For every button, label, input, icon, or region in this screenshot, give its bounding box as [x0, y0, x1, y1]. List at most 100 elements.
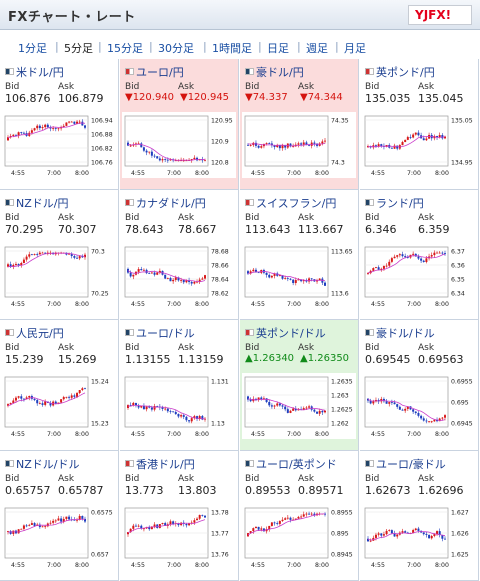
moving-average-line	[247, 398, 326, 411]
rate-cell[interactable]: NZドル/ドル Bid Ask 0.65757 0.65787 0.6575 0.657 4:…	[0, 450, 119, 581]
candle-body	[185, 523, 188, 525]
rate-cell[interactable]: 米ドル/円 Bid Ask 106.876 106.879 106.94 106.88 106…	[0, 59, 119, 190]
bid-label: Bid	[365, 473, 380, 484]
y-tick-label: 106.88	[91, 132, 113, 139]
mini-chart[interactable]: 113.65 113.6 4:55 7:00 8:00	[242, 242, 356, 309]
mini-chart[interactable]: 135.05 134.95 4:55 7:00 8:00	[362, 112, 476, 178]
tab-3[interactable]: 30分足	[158, 42, 194, 55]
x-tick-label: 7:00	[47, 301, 61, 308]
rate-cell[interactable]: NZドル/円 Bid Ask 70.295 70.307 70.3 70.25 4:55 7:0…	[0, 189, 119, 320]
candle-body	[249, 270, 252, 274]
mini-chart[interactable]: 1.627 1.626 1.625 4:55 7:00 8:00	[362, 503, 476, 570]
candle-body	[369, 400, 372, 404]
mini-chart[interactable]: 106.94 106.88 106.82 106.76 4:55 7:00 8:00	[2, 112, 116, 178]
rate-cell[interactable]: 香港ドル/円 Bid Ask 13.773 13.803 13.78 13.77 13.76 4…	[120, 450, 239, 581]
candle-body	[268, 401, 271, 406]
candle-body	[12, 264, 15, 267]
timeframe-tabs: 1分足 | 5分足 | 15分足 | 30分足 | 1時間足 | 日足 | 週足 | 月足	[0, 36, 480, 56]
mini-chart[interactable]: 70.3 70.25 4:55 7:00 8:00	[2, 242, 116, 309]
mini-chart[interactable]: 74.35 74.3 4:55 7:00 8:00	[242, 112, 356, 178]
candle-body	[7, 530, 9, 532]
candle-body	[300, 516, 303, 517]
mini-chart[interactable]: 1.131 1.13 4:55 7:00 8:00	[122, 373, 236, 439]
mini-chart[interactable]: 13.78 13.77 13.76 4:55 7:00 8:00	[122, 503, 236, 570]
candle-body	[41, 403, 44, 405]
y-tick-label: 0.657	[91, 551, 109, 558]
tab-1[interactable]: 5分足	[64, 42, 93, 55]
pair-name[interactable]: 英ポンド/円	[365, 64, 435, 80]
pair-name[interactable]: スイスフラン/円	[245, 195, 336, 211]
pair-name[interactable]: ユーロ/円	[125, 64, 184, 80]
mini-chart[interactable]: 0.8955 0.895 0.8945 4:55 7:00 8:00	[242, 503, 356, 570]
candle-body	[302, 279, 305, 281]
candle-body	[417, 528, 420, 531]
candle-body	[401, 253, 404, 256]
mini-chart[interactable]: 0.6955 0.695 0.6945 4:55 7:00 8:00	[362, 373, 476, 439]
rate-cell[interactable]: 英ポンド/ドル Bid Ask ▲1.26340 ▲1.26350 1.2635 1.263…	[240, 320, 359, 451]
pair-name[interactable]: NZドル/ドル	[5, 456, 79, 472]
candle-body	[316, 143, 319, 146]
pair-name[interactable]: 米ドル/円	[5, 64, 64, 80]
rate-cell[interactable]: 豪ドル/ドル Bid Ask 0.69545 0.69563 0.6955 0.695 0.6…	[360, 320, 479, 451]
mini-chart[interactable]: 15.24 15.23 4:55 7:00 8:00	[2, 373, 116, 439]
tab-4[interactable]: 1時間足	[212, 42, 252, 55]
pair-name[interactable]: 香港ドル/円	[125, 456, 195, 472]
candle-body	[54, 519, 57, 521]
pair-name[interactable]: NZドル/円	[5, 195, 68, 211]
candle-body	[44, 252, 47, 254]
pair-name[interactable]: ユーロ/ドル	[125, 325, 195, 341]
ask-label: Ask	[298, 473, 315, 484]
pair-name[interactable]: カナダドル/円	[125, 195, 206, 211]
candle-body	[249, 399, 252, 402]
mini-chart[interactable]: 1.2635 1.263 1.2625 1.262 4:55 7:00 8:00	[242, 373, 356, 439]
pair-name[interactable]: ユーロ/豪ドル	[365, 456, 446, 472]
candle-body	[137, 405, 140, 408]
rate-cell[interactable]: 豪ドル/円 Bid Ask ▼74.337 ▼74.344 74.35 74.3 4:55 7:…	[240, 59, 359, 190]
yjfx-logo[interactable]: YJFX!	[408, 5, 472, 25]
mini-chart[interactable]: 78.68 78.66 78.64 78.62 4:55 7:00 8:00	[122, 242, 236, 309]
rate-cell[interactable]: ユーロ/豪ドル Bid Ask 1.62673 1.62696 1.627 1.626 1.6…	[360, 450, 479, 581]
rate-cell[interactable]: ユーロ/英ポンド Bid Ask 0.89553 0.89571 0.8955 0.895 0…	[240, 450, 359, 581]
pair-name[interactable]: ユーロ/英ポンド	[245, 456, 337, 472]
rate-cell[interactable]: 英ポンド/円 Bid Ask 135.035 135.045 135.05 134.95 4:…	[360, 59, 479, 190]
chart-svg: 0.6575 0.657 4:55 7:00 8:00	[2, 503, 116, 570]
rate-cell[interactable]: 人民元/円 Bid Ask 15.239 15.269 15.24 15.23 4:55 7:0…	[0, 320, 119, 451]
plot-frame	[124, 376, 209, 428]
rate-cell[interactable]: ユーロ/円 Bid Ask ▼120.940 ▼120.945 120.95 120.9 12…	[120, 59, 239, 190]
candle-body	[148, 272, 151, 274]
rate-cell[interactable]: カナダドル/円 Bid Ask 78.643 78.667 78.68 78.66 78.64…	[120, 189, 239, 320]
rate-cell[interactable]: スイスフラン/円 Bid Ask 113.643 113.667 113.65 113.6 4…	[240, 189, 359, 320]
tab-2[interactable]: 15分足	[107, 42, 143, 55]
candle-body	[52, 128, 55, 129]
pair-name[interactable]: 豪ドル/ドル	[365, 325, 435, 341]
tab-6[interactable]: 週足	[306, 42, 328, 55]
pair-name[interactable]: 人民元/円	[5, 325, 64, 341]
rate-cell[interactable]: ユーロ/ドル Bid Ask 1.13155 1.13159 1.131 1.13 4:55 7…	[120, 320, 239, 451]
tab-5[interactable]: 日足	[267, 42, 289, 55]
mini-chart[interactable]: 6.37 6.36 6.35 6.34 4:55 7:00 8:00	[362, 242, 476, 309]
x-tick-label: 8:00	[195, 301, 209, 308]
bid-value: 15.239	[5, 353, 44, 366]
pair-name[interactable]: 英ポンド/ドル	[245, 325, 326, 341]
x-tick-label: 7:00	[287, 301, 301, 308]
y-tick-label: 1.627	[451, 509, 469, 516]
pair-name[interactable]: 豪ドル/円	[245, 64, 304, 80]
pair-name[interactable]: ランド/円	[365, 195, 424, 211]
candle-body	[20, 132, 23, 134]
candle-body	[273, 521, 276, 523]
candle-body	[164, 159, 167, 160]
tab-0[interactable]: 1分足	[18, 42, 47, 55]
candle-body	[134, 402, 137, 406]
tab-7[interactable]: 月足	[344, 42, 366, 55]
bid-value: 13.773	[125, 483, 164, 497]
mini-chart[interactable]: 120.95 120.9 120.8 4:55 7:00 8:00	[122, 112, 236, 178]
ask-value: ▼120.945	[180, 92, 230, 103]
candle-body	[14, 134, 17, 136]
candle-body	[161, 159, 164, 161]
ask-label: Ask	[58, 473, 75, 484]
candle-body	[9, 530, 12, 534]
ask-value: 0.89571	[298, 483, 344, 497]
candle-body	[433, 252, 436, 255]
rate-cell[interactable]: ランド/円 Bid Ask 6.346 6.359 6.37 6.36 6.35 6.34 4:5…	[360, 189, 479, 320]
mini-chart[interactable]: 0.6575 0.657 4:55 7:00 8:00	[2, 503, 116, 570]
